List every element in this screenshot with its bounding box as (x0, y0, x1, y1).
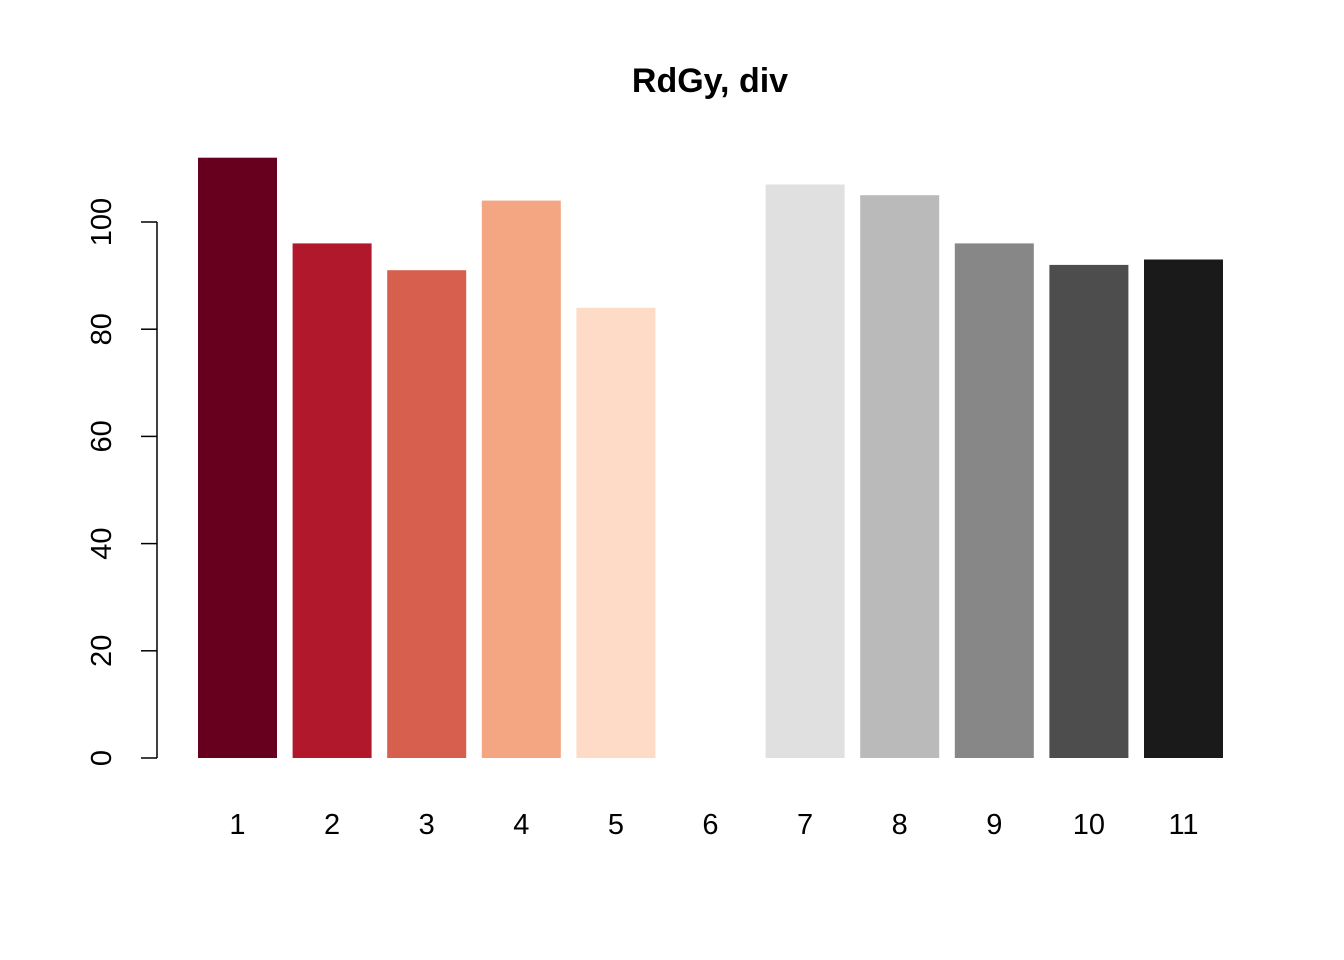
x-tick-label-7: 7 (797, 809, 813, 841)
x-tick-label-9: 9 (986, 809, 1002, 841)
bars-group (198, 157, 1223, 759)
x-axis-labels: 1 2 3 4 5 6 7 8 9 10 11 (229, 809, 1198, 841)
y-tick-label-0: 0 (86, 750, 118, 766)
bar-5 (576, 307, 656, 758)
y-tick-label-20: 20 (86, 635, 118, 667)
bar-7 (765, 184, 845, 758)
y-tick-label-60: 60 (86, 420, 118, 452)
y-tick-label-80: 80 (86, 313, 118, 345)
x-tick-label-3: 3 (419, 809, 435, 841)
bar-3 (387, 270, 467, 758)
x-tick-label-11: 11 (1168, 809, 1198, 841)
x-tick-label-2: 2 (324, 809, 340, 841)
bar-9 (954, 243, 1034, 758)
y-tick-label-100: 100 (86, 198, 118, 246)
x-tick-label-8: 8 (892, 809, 908, 841)
x-tick-label-4: 4 (513, 809, 529, 841)
y-axis: 0 20 40 60 80 100 (86, 198, 158, 766)
x-tick-label-6: 6 (702, 809, 718, 841)
x-tick-label-1: 1 (229, 809, 245, 841)
bar-10 (1049, 264, 1129, 758)
bar-11 (1144, 259, 1223, 758)
x-tick-label-5: 5 (608, 809, 624, 841)
bar-8 (860, 195, 940, 758)
bar-2 (292, 243, 372, 758)
chart-title: RdGy, div (632, 62, 788, 100)
x-tick-label-10: 10 (1073, 809, 1105, 841)
y-tick-label-40: 40 (86, 527, 118, 559)
bar-4 (481, 200, 561, 759)
bar-1 (198, 157, 277, 758)
